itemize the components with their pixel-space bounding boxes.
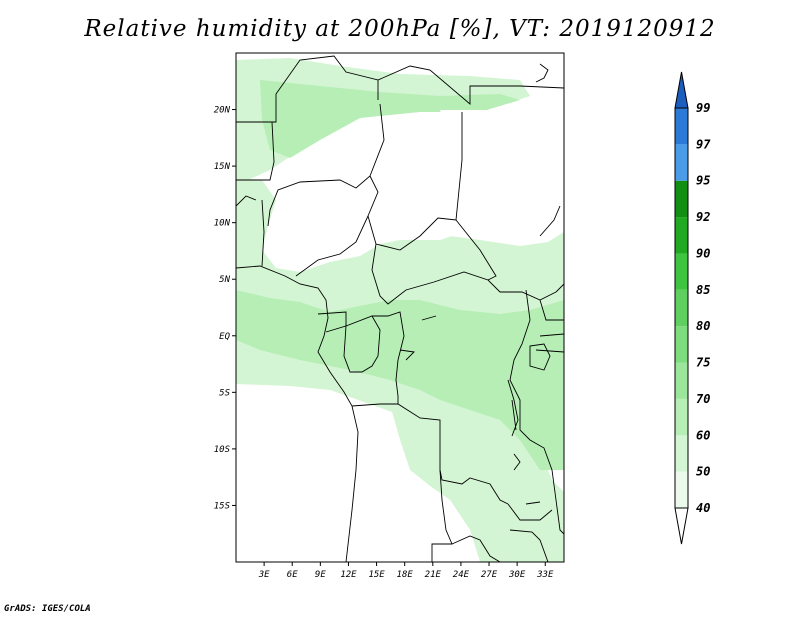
colorbar-level-label: 85 — [696, 283, 710, 297]
humidity-area-dry-1 — [360, 200, 470, 240]
border-line — [431, 469, 453, 562]
border-line — [236, 121, 275, 181]
lon-tick-label: 24E — [453, 570, 470, 580]
border-line — [539, 205, 564, 293]
colorbar-segment — [675, 362, 688, 399]
lon-tick-label: 33E — [536, 570, 554, 580]
lon-tick-label: 3E — [258, 570, 270, 580]
colorbar: 40 50 60 70 75 80 85 90 92 95 97 99 — [674, 71, 711, 545]
border-line — [351, 403, 509, 505]
lon-tick-label: 18E — [397, 570, 414, 580]
lat-tick-label: 5N — [219, 275, 230, 285]
colorbar-level-label: 40 — [696, 501, 710, 515]
border-line — [236, 55, 379, 123]
longitude-axis: 3E 6E 9E 12E 15E 18E 21E 24E 27E 30E 33E — [258, 562, 554, 580]
colorbar-level-label: 90 — [696, 246, 710, 260]
lon-tick-label: 15E — [368, 570, 385, 580]
lon-tick-label: 6E — [287, 570, 298, 580]
border-line — [236, 195, 265, 267]
lat-tick-label: 10S — [214, 445, 231, 455]
colorbar-segment — [675, 253, 688, 290]
colorbar-segment — [675, 326, 688, 363]
border-line — [377, 65, 564, 105]
colorbar-segment — [675, 289, 688, 327]
humidity-area-core — [236, 290, 564, 470]
colorbar-segment — [675, 398, 688, 436]
colorbar-segment — [675, 435, 688, 472]
lat-tick-label: 20N — [214, 106, 231, 116]
border-line — [451, 535, 501, 562]
lon-tick-label: 27E — [481, 570, 498, 580]
chart-title: Relative humidity at 200hPa [%], VT: 201… — [84, 16, 716, 42]
border-line — [295, 215, 369, 277]
colorbar-level-label: 60 — [696, 428, 710, 442]
country-borders — [236, 55, 564, 562]
lat-tick-label: 10N — [214, 219, 231, 229]
colorbar-level-label: 75 — [696, 356, 710, 370]
colorbar-level-label: 97 — [696, 137, 711, 151]
colorbar-outline — [674, 107, 689, 509]
lon-tick-label: 12E — [340, 570, 357, 580]
border-line — [367, 112, 463, 251]
lon-tick-label: 30E — [508, 570, 526, 580]
border-line — [507, 503, 553, 562]
border-line — [267, 103, 385, 227]
lake-line — [529, 343, 551, 371]
colorbar-level-label: 80 — [696, 319, 710, 333]
border-line — [535, 299, 564, 353]
coastline-west — [236, 265, 359, 562]
border-line — [509, 289, 564, 535]
colorbar-level-label: 99 — [696, 101, 710, 115]
lake-line — [535, 63, 549, 83]
border-line — [325, 315, 381, 373]
humidity-area-dry-2 — [440, 110, 564, 240]
lon-tick-label: 21E — [425, 570, 442, 580]
colorbar-upper-extension — [674, 71, 689, 109]
humidity-area-band — [260, 80, 520, 158]
border-line — [455, 219, 497, 281]
colorbar-level-label: 92 — [696, 210, 710, 224]
lat-tick-label: 15N — [214, 162, 231, 172]
colorbar-segment — [675, 471, 688, 508]
border-line — [371, 243, 557, 305]
colorbar-segment — [675, 144, 688, 181]
colorbar-segment — [675, 108, 688, 145]
colorbar-level-label: 70 — [696, 392, 710, 406]
colorbar-level-label: 95 — [696, 174, 710, 188]
colorbar-segment — [675, 180, 688, 218]
colorbar-lower-extension — [674, 507, 689, 545]
lake-line — [513, 453, 541, 505]
lat-tick-label: 5S — [219, 388, 230, 398]
colorbar-level-label: 50 — [696, 465, 710, 479]
latitude-axis: 20N 15N 10N 5N EQ 5S 10S 15S — [214, 106, 236, 511]
lon-tick-label: 9E — [315, 570, 326, 580]
lat-tick-label: 15S — [214, 501, 231, 511]
border-line — [317, 311, 405, 404]
lake-line — [399, 315, 437, 361]
lat-tick-label: EQ — [219, 332, 230, 342]
map-frame — [235, 52, 565, 563]
humidity-shading — [236, 58, 564, 562]
colorbar-segment — [675, 217, 688, 254]
grads-credit: GrADS: IGES/COLA — [4, 604, 91, 614]
lake-line — [507, 379, 519, 437]
